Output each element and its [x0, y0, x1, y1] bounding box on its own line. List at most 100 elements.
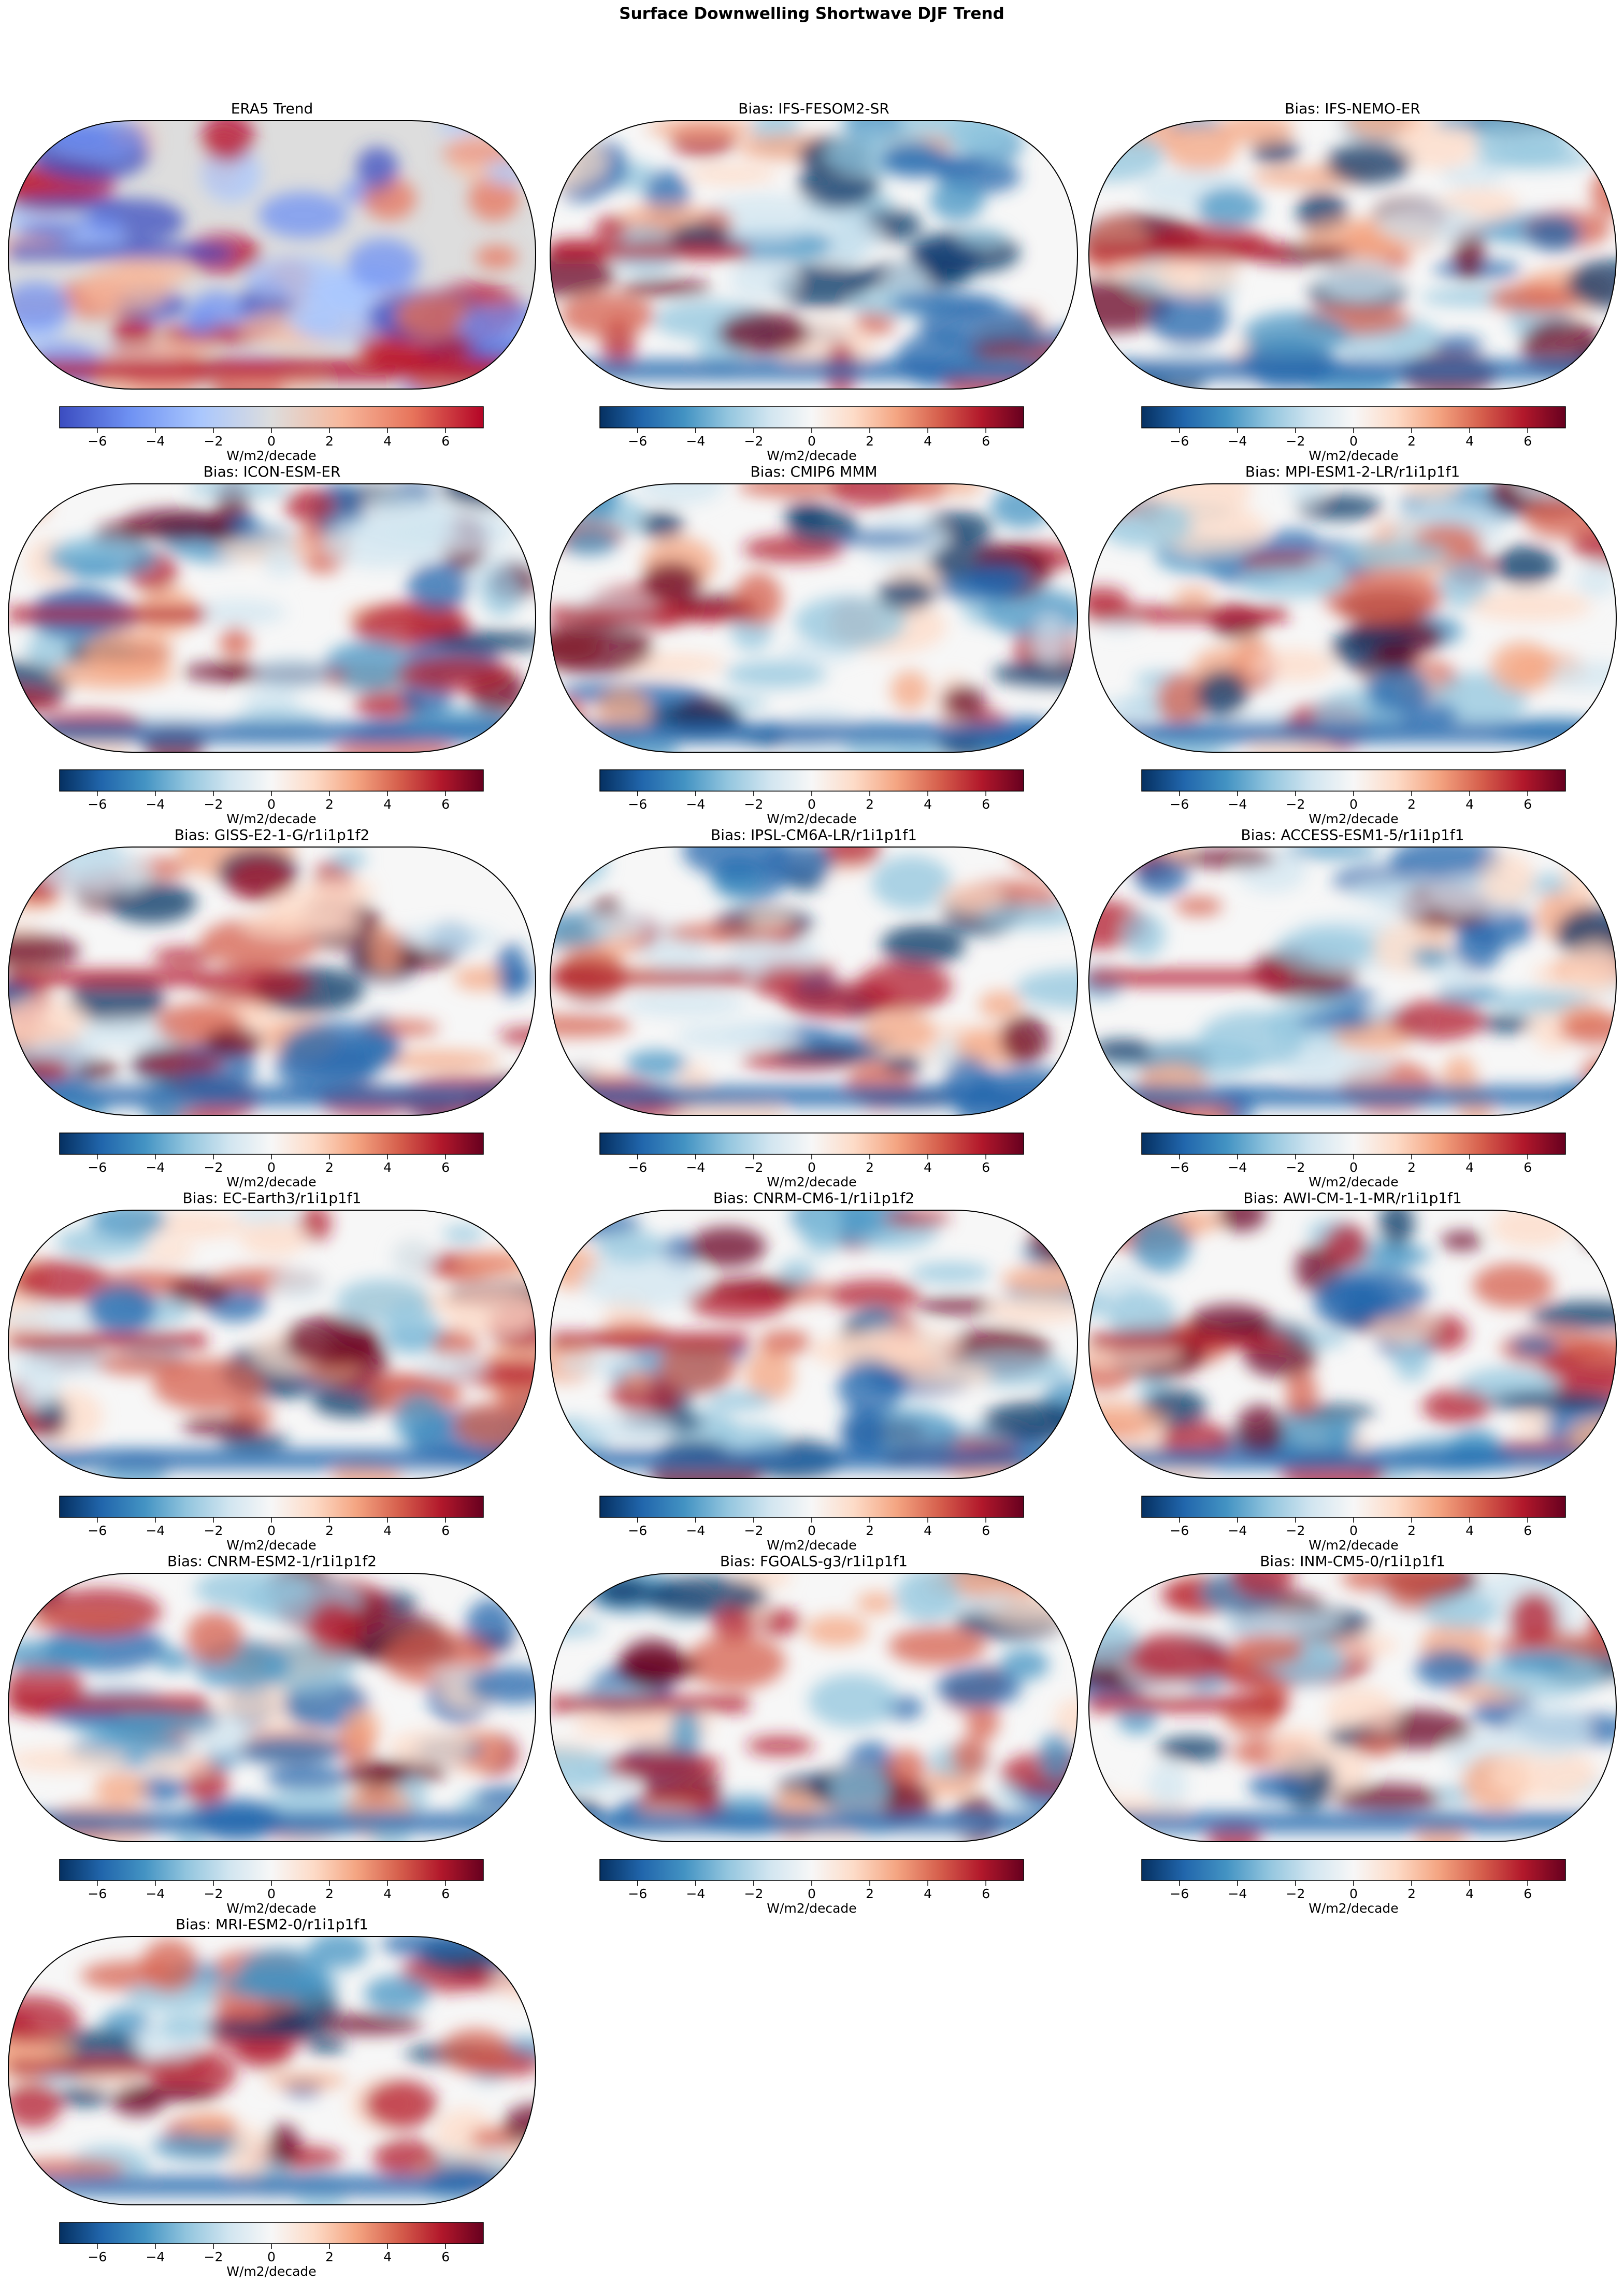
colorbar-label: W/m2/decade: [767, 448, 856, 463]
colorbar: [599, 406, 1024, 428]
colorbar-tick-label: 0: [1349, 1523, 1358, 1538]
colorbar-label: W/m2/decade: [767, 1174, 856, 1189]
colorbar-tick-label: −4: [1228, 1886, 1247, 1901]
colorbar-tick-label: −4: [1228, 1160, 1247, 1175]
colorbar-tick-label: 2: [1407, 1523, 1416, 1538]
map: [1089, 1573, 1616, 1842]
colorbar-tick-label: −2: [204, 1523, 223, 1538]
map-outline: [1088, 1573, 1617, 1842]
colorbar-tick-label: −2: [1286, 1523, 1305, 1538]
colorbar: [59, 2222, 484, 2244]
map: [550, 121, 1077, 389]
colorbar-tick-label: 0: [267, 797, 276, 812]
panel: Bias: GISS-E2-1-G/r1i1p1f2 −6 −4 −2 0 2 4 6 W/m2…: [7, 826, 537, 1189]
colorbar-tick-label: −2: [204, 1160, 223, 1175]
colorbar-label: W/m2/decade: [226, 1901, 316, 1916]
colorbar-tick-label: 6: [982, 797, 990, 812]
colorbar-tick-label: 4: [1465, 1523, 1474, 1538]
colorbar-tick-label: 4: [1465, 1886, 1474, 1901]
colorbar-tick-label: 2: [325, 2249, 334, 2264]
colorbar-tick-label: −6: [88, 2249, 107, 2264]
panel-title: Bias: IFS-NEMO-ER: [1285, 100, 1420, 117]
colorbar-tick-label: −2: [1286, 1886, 1305, 1901]
colorbar-tick-label: 0: [808, 1523, 816, 1538]
map-outline: [7, 120, 537, 390]
colorbar-tick-label: −4: [686, 1160, 705, 1175]
map: [8, 1936, 536, 2205]
colorbar-label: W/m2/decade: [226, 2264, 316, 2279]
colorbar-tick-label: −4: [146, 1886, 165, 1901]
colorbar-tick-label: 0: [1349, 434, 1358, 449]
panel-title: Bias: EC-Earth3/r1i1p1f1: [183, 1189, 362, 1207]
colorbar-tick-label: −2: [744, 797, 764, 812]
colorbar-tick-label: −6: [1170, 434, 1189, 449]
map: [8, 121, 536, 389]
colorbar: [1141, 1859, 1566, 1881]
colorbar-tick-label: 4: [924, 434, 932, 449]
colorbar-tick-label: 2: [1407, 434, 1416, 449]
colorbar-tick-label: −6: [628, 1523, 647, 1538]
colorbar-tick-label: −6: [628, 797, 647, 812]
colorbar-tick-label: −2: [744, 1886, 764, 1901]
colorbar-tick-label: 2: [325, 1523, 334, 1538]
colorbar-tick-label: −4: [686, 1523, 705, 1538]
colorbar-tick-label: 2: [866, 797, 874, 812]
colorbar-tick-label: 4: [1465, 797, 1474, 812]
map: [550, 484, 1077, 752]
colorbar-tick-label: 2: [1407, 1160, 1416, 1175]
colorbar-tick-label: −4: [146, 2249, 165, 2264]
colorbar-tick-label: −6: [88, 1523, 107, 1538]
colorbar-tick-label: 0: [1349, 1886, 1358, 1901]
colorbar-tick-label: 6: [441, 2249, 450, 2264]
colorbar-tick-label: 6: [441, 1886, 450, 1901]
panel: Bias: CMIP6 MMM −6 −4 −2 0 2 4 6 W/m2/decade: [549, 463, 1079, 826]
colorbar-label: W/m2/decade: [226, 1174, 316, 1189]
panel-title: Bias: IFS-FESOM2-SR: [738, 100, 889, 117]
colorbar-tick-label: 6: [441, 434, 450, 449]
colorbar-tick-label: 4: [383, 434, 392, 449]
panel: Bias: ACCESS-ESM1-5/r1i1p1f1 −6 −4 −2 0 2 4 6 W/…: [1088, 826, 1617, 1189]
panel: Bias: IPSL-CM6A-LR/r1i1p1f1 −6 −4 −2 0 2 4 6 W/m…: [549, 826, 1079, 1189]
panel: Bias: AWI-CM-1-1-MR/r1i1p1f1 −6 −4 −2 0 2 4 6 W/…: [1088, 1189, 1617, 1553]
colorbar-tick-label: −4: [146, 1160, 165, 1175]
colorbar-label: W/m2/decade: [1309, 1174, 1398, 1189]
colorbar-tick-label: −4: [686, 1886, 705, 1901]
colorbar-tick-label: −2: [744, 1523, 764, 1538]
colorbar-label: W/m2/decade: [226, 448, 316, 463]
panel-title: Bias: CNRM-CM6-1/r1i1p1f2: [713, 1189, 914, 1207]
colorbar-tick-label: 2: [325, 1886, 334, 1901]
colorbar-tick-label: −4: [1228, 1523, 1247, 1538]
panel: Bias: FGOALS-g3/r1i1p1f1 −6 −4 −2 0 2 4 6 W/m2/d…: [549, 1553, 1079, 1916]
panel: ERA5 Trend −6 −4 −2 0 2 4 6 W/m2/decade: [7, 100, 537, 463]
map-outline: [7, 1573, 537, 1842]
map: [550, 1573, 1077, 1842]
colorbar-tick-label: 6: [982, 434, 990, 449]
colorbar-label: W/m2/decade: [767, 811, 856, 826]
map: [1089, 1210, 1616, 1479]
panel: Bias: ICON-ESM-ER −6 −4 −2 0 2 4 6 W/m2/decade: [7, 463, 537, 826]
panel: Bias: IFS-NEMO-ER −6 −4 −2 0 2 4 6 W/m2/decade: [1088, 100, 1617, 463]
map-outline: [1088, 847, 1617, 1116]
colorbar: [59, 1496, 484, 1518]
colorbar-label: W/m2/decade: [1309, 811, 1398, 826]
colorbar-tick-label: 4: [383, 2249, 392, 2264]
panel: Bias: EC-Earth3/r1i1p1f1 −6 −4 −2 0 2 4 6 W/m2/d…: [7, 1189, 537, 1553]
colorbar-tick-label: 6: [1524, 434, 1532, 449]
colorbar-tick-label: 4: [383, 1160, 392, 1175]
colorbar-tick-label: −4: [146, 797, 165, 812]
colorbar-tick-label: 0: [267, 1160, 276, 1175]
colorbar: [599, 1132, 1024, 1155]
colorbar-tick-label: −2: [744, 434, 764, 449]
colorbar-tick-label: −4: [686, 797, 705, 812]
colorbar-tick-label: 2: [1407, 797, 1416, 812]
map-outline: [1088, 120, 1617, 390]
colorbar-label: W/m2/decade: [1309, 1538, 1398, 1553]
colorbar-label: W/m2/decade: [226, 811, 316, 826]
colorbar-tick-label: −6: [1170, 1886, 1189, 1901]
colorbar-tick-label: −2: [744, 1160, 764, 1175]
panel-title: Bias: CNRM-ESM2-1/r1i1p1f2: [167, 1553, 377, 1570]
colorbar-tick-label: 0: [267, 1523, 276, 1538]
colorbar: [59, 406, 484, 428]
colorbar-tick-label: 4: [924, 1886, 932, 1901]
